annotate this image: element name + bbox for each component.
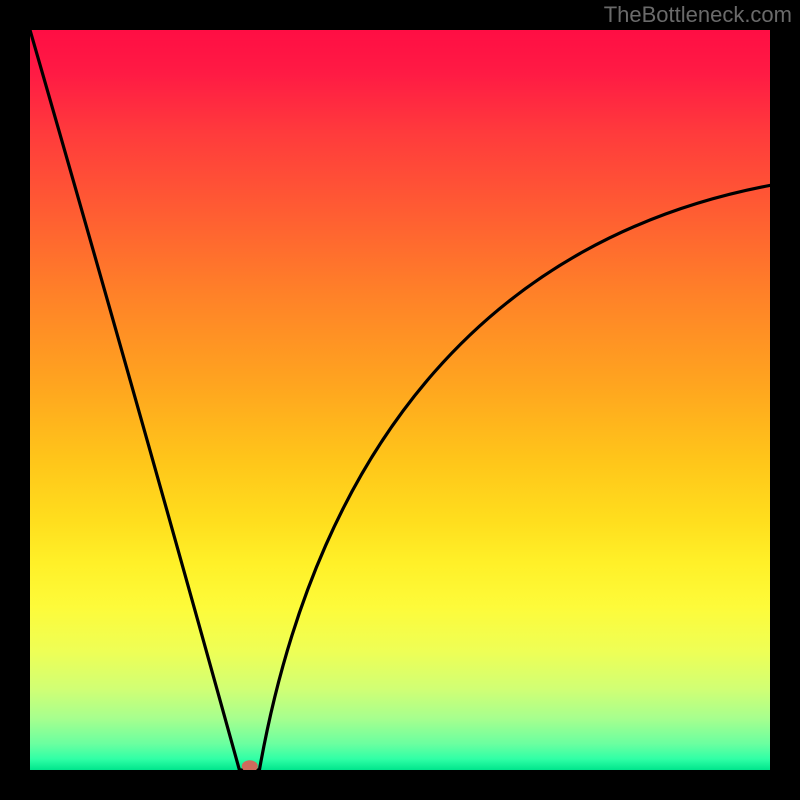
chart-background (30, 30, 770, 770)
watermark-text: TheBottleneck.com (604, 0, 800, 28)
bottleneck-chart (30, 30, 770, 770)
